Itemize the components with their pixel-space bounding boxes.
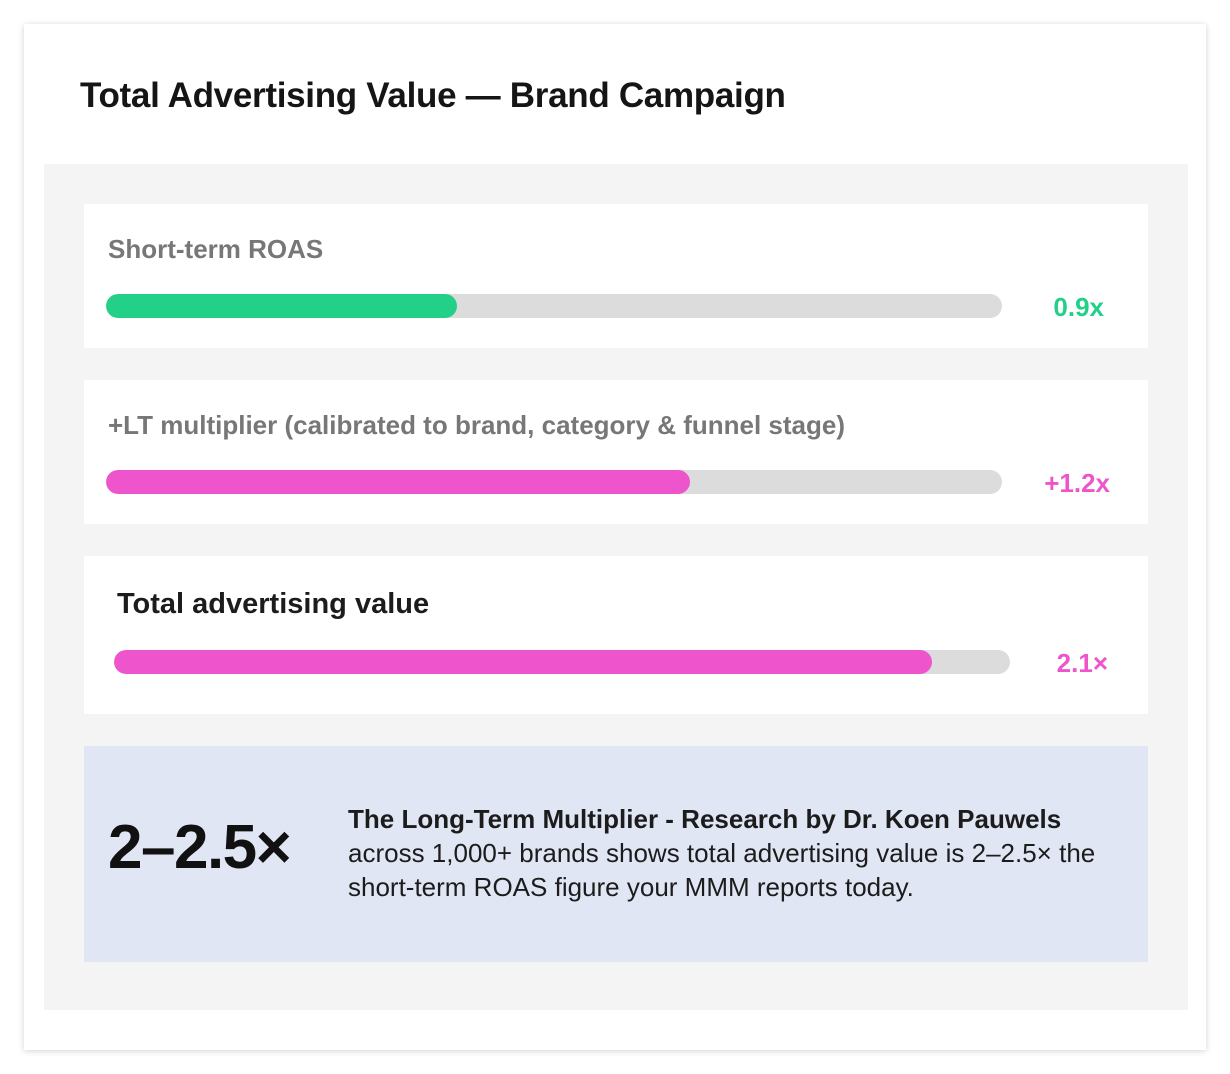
bar-value: 0.9x — [1053, 292, 1104, 322]
bar-track — [106, 470, 1002, 494]
bar-value: 2.1× — [1056, 648, 1108, 678]
bar-fill-short-term-roas — [106, 294, 457, 318]
bar-label: +LT multiplier (calibrated to brand, cat… — [108, 410, 846, 440]
chart-card: Total Advertising Value — Brand Campaign… — [24, 24, 1206, 1050]
callout-text: The Long-Term Multiplier - Research by D… — [348, 802, 1138, 904]
bar-fill-lt-multiplier — [106, 470, 691, 494]
bar-value: +1.2x — [1044, 468, 1110, 498]
bar-row-total-advertising-value: Total advertising value 2.1× — [84, 556, 1148, 714]
bar-row-short-term-roas: Short-term ROAS 0.9x — [84, 204, 1148, 348]
bar-track — [106, 294, 1002, 318]
bar-row-lt-multiplier: +LT multiplier (calibrated to brand, cat… — [84, 380, 1148, 524]
bar-label: Short-term ROAS — [108, 234, 324, 264]
bars-panel: Short-term ROAS 0.9x +LT multiplier (cal… — [44, 164, 1188, 1010]
bar-track — [114, 650, 1010, 674]
chart-title: Total Advertising Value — Brand Campaign — [80, 76, 786, 115]
callout-headline: The Long-Term Multiplier - Research by D… — [348, 804, 1062, 834]
research-callout: 2–2.5× The Long-Term Multiplier - Resear… — [84, 746, 1148, 962]
bar-fill-total-advertising-value — [114, 650, 933, 674]
callout-big-number: 2–2.5× — [108, 813, 292, 882]
bar-label: Total advertising value — [117, 588, 430, 620]
callout-body: across 1,000+ brands shows total adverti… — [348, 838, 1096, 902]
